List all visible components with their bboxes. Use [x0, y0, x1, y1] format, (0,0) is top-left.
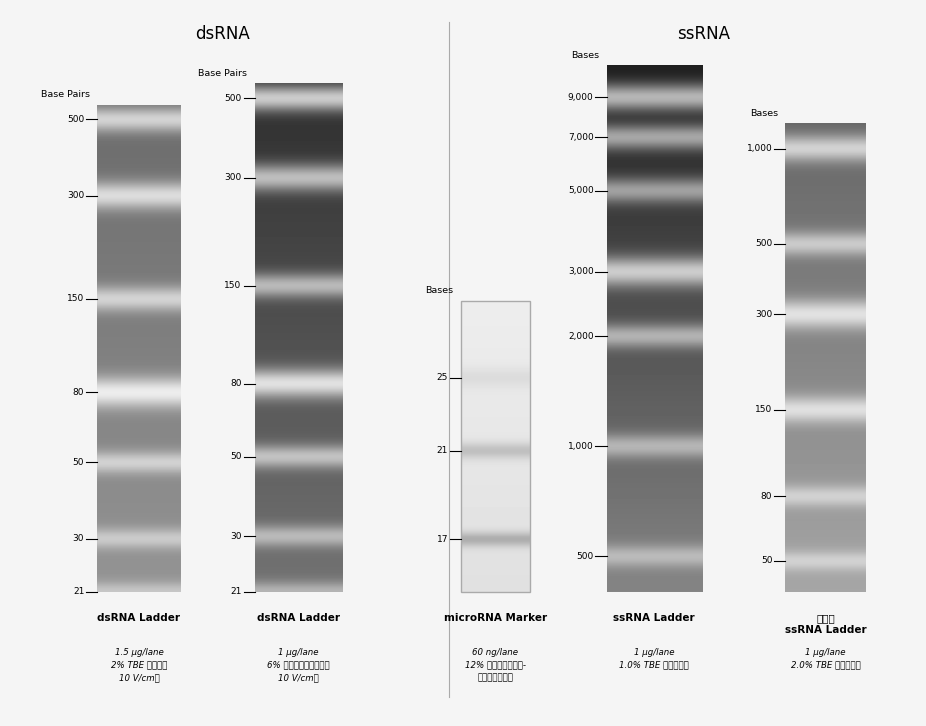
- Text: 9,000: 9,000: [568, 93, 594, 102]
- Text: 300: 300: [755, 310, 772, 319]
- Text: 150: 150: [755, 405, 772, 415]
- Text: 1 μg/lane
2.0% TBE 凝胶电泳。: 1 μg/lane 2.0% TBE 凝胶电泳。: [791, 648, 860, 670]
- Text: 300: 300: [224, 174, 242, 182]
- Text: 500: 500: [755, 240, 772, 248]
- Text: 5,000: 5,000: [568, 186, 594, 195]
- Text: 1,000: 1,000: [568, 441, 594, 451]
- Text: 150: 150: [67, 294, 84, 303]
- Text: 1 μg/lane
6% 聚丙烯酰胺凝胶电泳
10 V/cm。: 1 μg/lane 6% 聚丙烯酰胺凝胶电泳 10 V/cm。: [268, 648, 330, 682]
- Text: 21: 21: [231, 587, 242, 596]
- Text: dsRNA Ladder: dsRNA Ladder: [257, 613, 340, 624]
- Text: Base Pairs: Base Pairs: [198, 69, 247, 78]
- Text: 7,000: 7,000: [568, 133, 594, 142]
- Text: 500: 500: [67, 115, 84, 124]
- Text: 50: 50: [73, 458, 84, 467]
- Text: Bases: Bases: [750, 109, 778, 118]
- Text: 150: 150: [224, 281, 242, 290]
- Text: Bases: Bases: [571, 51, 599, 60]
- Bar: [461, 301, 530, 592]
- Text: Bases: Bases: [426, 287, 454, 295]
- Text: 30: 30: [73, 534, 84, 543]
- Text: dsRNA Ladder: dsRNA Ladder: [97, 613, 181, 624]
- Text: 21: 21: [437, 446, 448, 455]
- Text: 50: 50: [231, 452, 242, 461]
- Text: 50: 50: [761, 556, 772, 566]
- Text: dsRNA: dsRNA: [194, 25, 250, 44]
- Text: Base Pairs: Base Pairs: [41, 91, 90, 99]
- Text: 3,000: 3,000: [568, 267, 594, 276]
- Text: 2,000: 2,000: [568, 332, 594, 340]
- Text: 低范围
ssRNA Ladder: 低范围 ssRNA Ladder: [784, 613, 867, 635]
- Text: ssRNA Ladder: ssRNA Ladder: [613, 613, 695, 624]
- Text: microRNA Marker: microRNA Marker: [444, 613, 547, 624]
- Text: 1,000: 1,000: [746, 144, 772, 153]
- Text: ssRNA: ssRNA: [677, 25, 731, 44]
- Text: 80: 80: [761, 492, 772, 501]
- Text: 17: 17: [437, 535, 448, 544]
- Text: 1.5 μg/lane
2% TBE 凝胶电泳
10 V/cm。: 1.5 μg/lane 2% TBE 凝胶电泳 10 V/cm。: [111, 648, 167, 682]
- Text: 1 μg/lane
1.0% TBE 凝胶电泳。: 1 μg/lane 1.0% TBE 凝胶电泳。: [619, 648, 689, 670]
- Text: 300: 300: [67, 191, 84, 200]
- Text: 25: 25: [437, 373, 448, 382]
- Text: 30: 30: [231, 531, 242, 541]
- Text: 21: 21: [73, 587, 84, 596]
- Text: 500: 500: [576, 552, 594, 560]
- Text: 500: 500: [224, 94, 242, 103]
- Text: 60 ng/lane
12% 变性聚丙烯酰胺-
尿素凝胶电泳。: 60 ng/lane 12% 变性聚丙烯酰胺- 尿素凝胶电泳。: [465, 648, 526, 682]
- Text: 80: 80: [73, 388, 84, 397]
- Text: 80: 80: [231, 379, 242, 388]
